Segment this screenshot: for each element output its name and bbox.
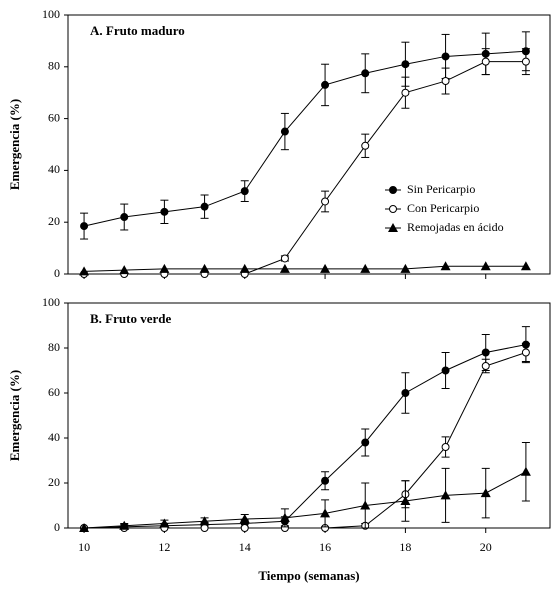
marker: [481, 362, 490, 370]
marker: [200, 202, 209, 211]
series-line: [84, 344, 526, 529]
y-tick-label: 60: [48, 385, 60, 399]
marker: [401, 389, 410, 397]
y-tick-label: 80: [48, 340, 60, 354]
marker: [441, 443, 450, 451]
marker: [441, 77, 450, 86]
marker: [481, 57, 490, 66]
marker: [321, 197, 330, 206]
legend-label: Remojadas en ácido: [407, 220, 504, 234]
y-tick-label: 100: [42, 7, 60, 21]
series-line: [83, 50, 526, 227]
marker: [200, 524, 209, 532]
marker: [240, 187, 249, 196]
marker: [279, 512, 290, 522]
marker: [119, 265, 130, 275]
y-tick-label: 0: [54, 520, 60, 534]
marker: [388, 223, 398, 232]
marker: [360, 263, 371, 273]
y-tick-label: 0: [54, 266, 60, 280]
marker: [441, 52, 450, 61]
marker: [159, 518, 170, 528]
marker: [440, 261, 451, 271]
marker: [239, 514, 250, 523]
y-tick-label: 20: [48, 475, 60, 489]
marker: [521, 57, 530, 66]
marker: [400, 496, 411, 505]
x-tick-label: 18: [399, 540, 411, 554]
marker: [320, 263, 331, 273]
marker: [160, 207, 169, 216]
marker: [480, 488, 491, 498]
marker: [441, 366, 450, 375]
legend-label: Sin Pericarpio: [407, 182, 475, 196]
marker: [521, 348, 530, 357]
legend-label: Con Pericarpio: [407, 201, 479, 215]
marker: [361, 141, 370, 150]
x-tick-label: 14: [239, 540, 251, 554]
marker: [520, 261, 531, 271]
chart-title: A. Fruto maduro: [90, 23, 185, 38]
y-tick-label: 80: [48, 59, 60, 73]
marker: [440, 490, 451, 500]
marker: [389, 186, 397, 194]
x-tick-label: 16: [319, 540, 331, 554]
marker: [360, 500, 371, 510]
y-tick-label: 40: [48, 430, 60, 444]
x-tick-label: 12: [158, 540, 170, 554]
marker: [199, 263, 210, 273]
y-tick-label: 100: [42, 295, 60, 309]
marker: [280, 254, 289, 263]
marker: [79, 523, 90, 532]
series-line: [84, 61, 526, 275]
marker: [240, 524, 249, 532]
marker: [361, 438, 370, 447]
marker: [520, 466, 531, 476]
marker: [321, 80, 330, 89]
marker: [239, 263, 250, 273]
marker: [321, 476, 330, 485]
x-tick-label: 10: [78, 540, 90, 554]
series-line: [84, 265, 526, 272]
y-axis-label: Emergencia (%): [7, 370, 22, 461]
marker: [389, 205, 397, 213]
chart-title: B. Fruto verde: [90, 311, 171, 326]
x-tick-label: 20: [480, 540, 492, 554]
marker: [320, 508, 331, 518]
plot-frame: [67, 14, 551, 275]
y-axis-label: Emergencia (%): [7, 99, 22, 190]
series-line: [84, 352, 527, 529]
marker: [401, 88, 410, 97]
marker: [80, 222, 89, 231]
x-axis-label: Tiempo (semanas): [258, 568, 359, 583]
marker: [120, 213, 129, 222]
marker: [279, 263, 290, 273]
marker: [119, 520, 130, 530]
marker: [79, 266, 90, 276]
marker: [401, 60, 410, 69]
marker: [199, 516, 210, 526]
marker: [361, 69, 370, 78]
marker: [481, 348, 490, 357]
marker: [400, 263, 411, 273]
marker: [480, 261, 491, 271]
marker: [159, 263, 170, 273]
y-tick-label: 40: [48, 162, 60, 176]
series-line: [84, 471, 527, 529]
y-tick-label: 60: [48, 110, 60, 124]
marker: [280, 127, 289, 136]
plot-frame: [67, 302, 551, 529]
y-tick-label: 20: [48, 214, 60, 228]
